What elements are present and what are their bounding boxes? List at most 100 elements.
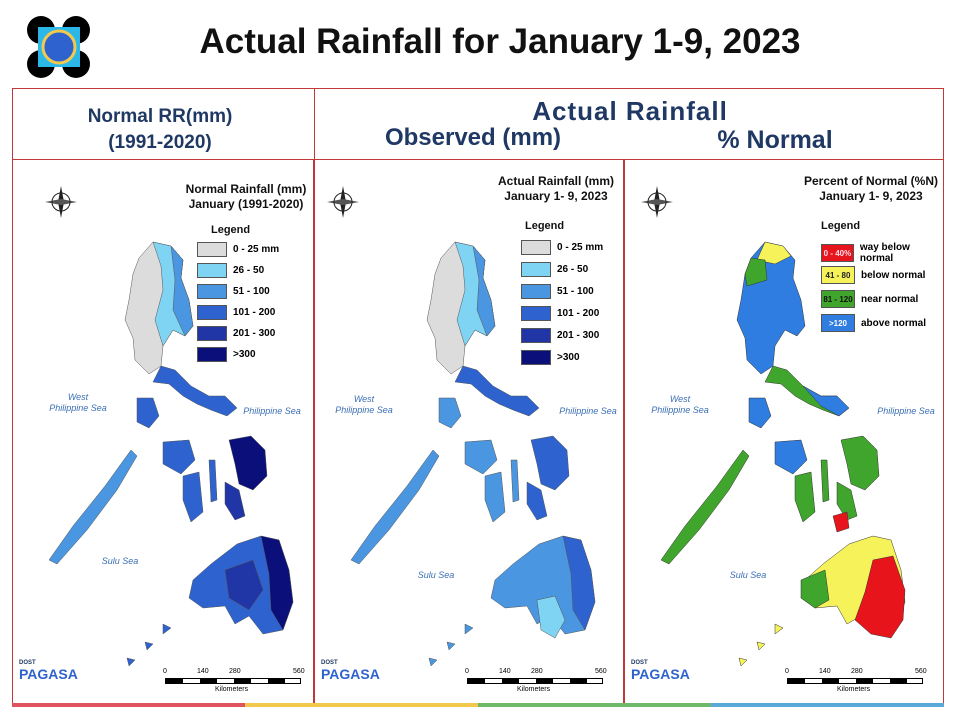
percent-normal-panel: Percent of Normal (%N) January 1- 9, 202… [624,160,944,705]
legend-label: above normal [861,317,927,329]
scale-unit: Kilometers [837,686,871,693]
scale-tick: 560 [915,668,927,675]
legend-label: near normal [861,293,919,305]
percent-map-title: Percent of Normal (%N) January 1- 9, 202… [801,174,941,204]
header-box [12,88,944,160]
pagasa-logo: DOST PAGASA [19,660,79,700]
legend-label: 201 - 300 [233,328,276,339]
header-divider [314,88,315,160]
actual-rainfall-header: Actual Rainfall [532,96,728,126]
legend-swatch [521,284,551,299]
normal-map-title-line2: January (1991-2020) [188,197,304,211]
legend-label: 26 - 50 [557,264,589,275]
scale-tick: 280 [851,668,863,675]
west-sea-line2: Philippine Sea [335,405,393,415]
legend-label: >300 [233,349,256,360]
legend-item: 51 - 100 [521,284,594,299]
legend-item: 0 - 25 mm [521,240,603,255]
scale-bar-graphic [787,678,923,684]
legend-swatch [521,350,551,365]
compass-rose-icon [327,186,359,218]
sulu-sea-label: Sulu Sea [417,570,455,580]
west-philippine-sea-label: West Philippine Sea [43,392,113,414]
legend-item: >300 [521,350,580,365]
pagasa-logo: DOST PAGASA [321,660,381,700]
logo-line2: PAGASA [321,666,380,682]
logo-line1: DOST [631,660,648,666]
legend-item: 101 - 200 [197,305,275,320]
scale-tick: 560 [595,668,607,675]
percent-map-title-line1: Percent of Normal (%N) [803,174,939,188]
percent-legend-title: Legend [821,220,861,232]
percent-normal-header: % Normal [717,126,833,154]
legend-item: >300 [197,347,256,362]
scale-bar-graphic [165,678,301,684]
scale-tick: 0 [785,668,789,675]
legend-swatch [521,262,551,277]
legend-item: 26 - 50 [197,263,264,278]
legend-swatch [197,326,227,341]
compass-rose-icon [45,186,77,218]
legend-swatch [521,328,551,343]
legend-item: 201 - 300 [521,328,599,343]
legend-item: >120 above normal [821,314,926,332]
footer-bar-red [12,703,245,707]
logo-line1: DOST [321,660,338,666]
observed-map-title-line1: Actual Rainfall (mm) [497,174,614,188]
philippine-sea-label: Philippine Sea [559,406,617,416]
scale-bar: 0 140 280 560 Kilometers [465,668,615,696]
normal-header-line1: Normal RR(mm) [87,106,233,127]
legend-label: 101 - 200 [557,308,600,319]
west-sea-line1: West [67,392,89,402]
legend-label: >300 [557,352,580,363]
scale-tick: 140 [197,668,209,675]
slide-title: Actual Rainfall for January 1-9, 2023 [199,22,801,61]
legend-swatch [197,347,227,362]
philippine-sea-label: Philippine Sea [877,406,935,416]
legend-item: 0 - 25 mm [197,242,279,257]
scale-bar: 0 140 280 560 Kilometers [163,668,313,696]
legend-label: 101 - 200 [233,307,276,318]
west-sea-line1: West [353,394,375,404]
legend-label: 0 - 25 mm [557,242,604,253]
scale-tick: 0 [163,668,167,675]
legend-swatch: 41 - 80 [821,266,855,284]
philippines-map [48,241,294,667]
legend-label: 51 - 100 [233,286,270,297]
legend-swatch [197,284,227,299]
footer-bar-blue [711,703,944,707]
west-sea-line2: Philippine Sea [49,403,107,413]
scale-unit: Kilometers [517,686,551,693]
scale-tick: 0 [465,668,469,675]
scale-bar-graphic [467,678,603,684]
normal-legend-title: Legend [211,224,251,236]
philippines-map [660,241,906,667]
scale-unit: Kilometers [215,686,249,693]
philippines-map [350,241,596,667]
legend-swatch [197,263,227,278]
west-sea-line1: West [669,394,691,404]
observed-map-title: Actual Rainfall (mm) January 1- 9, 2023 [491,174,621,204]
legend-item: 81 - 120 near normal [821,290,918,308]
legend-swatch: 0 - 40% [821,244,854,262]
scale-bar: 0 140 280 560 Kilometers [785,668,935,696]
observed-map-title-line2: January 1- 9, 2023 [504,189,608,203]
legend-item: 51 - 100 [197,284,270,299]
legend-label: 0 - 25 mm [233,244,280,255]
compass-rose-icon [641,186,673,218]
west-philippine-sea-label: West Philippine Sea [645,394,715,416]
scale-tick: 280 [229,668,241,675]
percent-map-title-line2: January 1- 9, 2023 [819,189,923,203]
footer-bar-yellow [245,703,478,707]
legend-label: 51 - 100 [557,286,594,297]
legend-item: 26 - 50 [521,262,588,277]
legend-label: way below normal [859,242,910,264]
legend-swatch [197,305,227,320]
legend-item: 201 - 300 [197,326,275,341]
pagasa-seal-logo [27,16,90,78]
observed-rainfall-panel: Actual Rainfall (mm) January 1- 9, 2023 … [314,160,624,705]
legend-label: 201 - 300 [557,330,600,341]
pagasa-logo: DOST PAGASA [631,660,691,700]
normal-rainfall-header: Normal RR(mm) (1991-2020) [20,104,300,156]
scale-tick: 140 [819,668,831,675]
